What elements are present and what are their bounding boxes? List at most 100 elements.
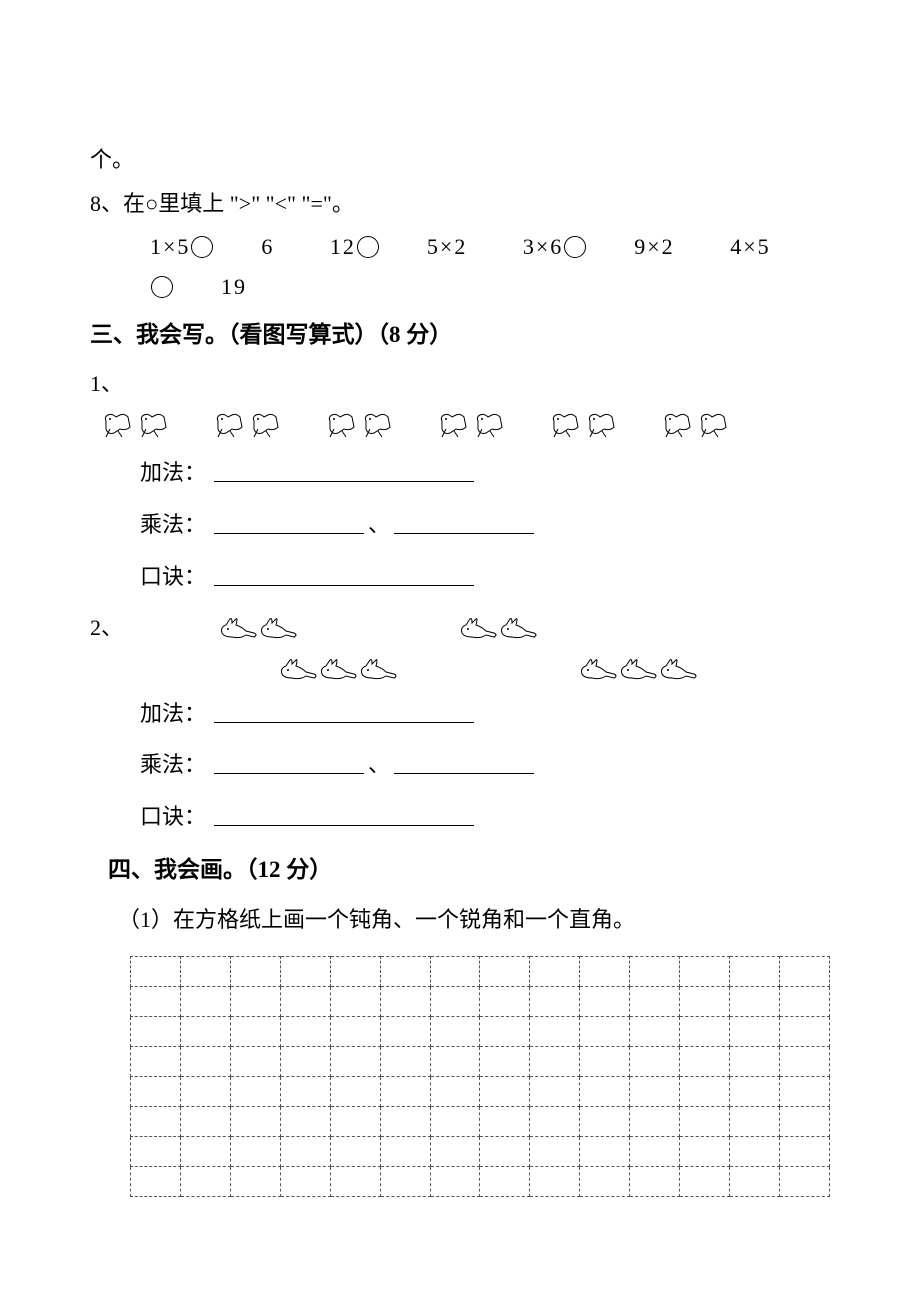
grid-cell [430, 1016, 480, 1046]
grid-cell [680, 1076, 730, 1106]
grid-cell [530, 986, 580, 1016]
grid-cell [131, 956, 181, 986]
grid-cell [180, 1046, 230, 1076]
bird-icon [100, 407, 136, 441]
grid-cell [380, 1016, 430, 1046]
grid-cell [180, 1136, 230, 1166]
grid-cell [680, 986, 730, 1016]
q1-bird-row [90, 407, 830, 441]
grid-cell [380, 1166, 430, 1196]
grid-cell [430, 1166, 480, 1196]
rabbit-icon [320, 656, 360, 682]
q2-multiplication-line: 乘法：、 [140, 745, 830, 785]
grid-cell [131, 1016, 181, 1046]
grid-cell [580, 956, 630, 986]
grid-cell [779, 1166, 829, 1196]
grid-cell [530, 1046, 580, 1076]
q8-item-1: 1×56 [150, 234, 274, 259]
grid-cell [779, 1046, 829, 1076]
grid-cell [730, 956, 780, 986]
addition-label: 加法： [140, 453, 210, 493]
grid-cell [630, 1106, 680, 1136]
grid-cell [430, 1136, 480, 1166]
q8-line: 8、在○里填上 ">" "<" "="。 [90, 184, 830, 224]
grid-cell [480, 1106, 530, 1136]
grid-cell [680, 956, 730, 986]
grid-cell [779, 1076, 829, 1106]
koujue-label: 口诀： [140, 557, 210, 597]
q2-rabbit-top [220, 615, 540, 641]
grid-cell [280, 1136, 330, 1166]
grid-table [130, 956, 830, 1197]
grid-cell [330, 1046, 380, 1076]
grid-cell [131, 1046, 181, 1076]
q1-koujue-line: 口诀： [140, 557, 830, 597]
q8-text: 在○里填上 ">" "<" "="。 [123, 191, 354, 216]
grid-cell [180, 1076, 230, 1106]
grid-cell [280, 1076, 330, 1106]
q8-number: 8、 [90, 191, 123, 216]
grid-cell [230, 1106, 280, 1136]
addition-label: 加法： [140, 694, 210, 734]
rabbit-group [580, 656, 700, 682]
grid-cell [779, 1136, 829, 1166]
grid-cell [730, 986, 780, 1016]
grid-cell [330, 1016, 380, 1046]
grid-cell [530, 1136, 580, 1166]
grid-cell [430, 956, 480, 986]
rabbit-icon [460, 615, 500, 641]
q2-row1: 2、 [90, 608, 830, 648]
grid-cell [480, 956, 530, 986]
grid-cell [730, 1136, 780, 1166]
grid-cell [330, 1076, 380, 1106]
grid-cell [630, 1136, 680, 1166]
grid-cell [280, 1016, 330, 1046]
q8-items-row: 1×56 125×2 3×69×2 4×519 [90, 227, 830, 306]
bird-icon [136, 407, 172, 441]
grid-cell [330, 956, 380, 986]
grid-cell [580, 1046, 630, 1076]
grid-cell [480, 1166, 530, 1196]
grid-cell [630, 986, 680, 1016]
grid-cell [680, 1136, 730, 1166]
grid-cell [280, 1166, 330, 1196]
rabbit-icon [620, 656, 660, 682]
grid-cell [380, 986, 430, 1016]
grid-cell [630, 1166, 680, 1196]
grid-cell [480, 1076, 530, 1106]
grid-cell [380, 1136, 430, 1166]
grid-cell [580, 1106, 630, 1136]
grid-cell [230, 1166, 280, 1196]
grid-cell [730, 1016, 780, 1046]
bird-icon [584, 407, 620, 441]
grid-cell [730, 1076, 780, 1106]
circle-icon [191, 236, 213, 258]
blank-line [214, 825, 474, 826]
grid-cell [630, 1046, 680, 1076]
grid-cell [280, 956, 330, 986]
grid-cell [131, 986, 181, 1016]
blank-line [214, 773, 364, 774]
grid-cell [530, 1076, 580, 1106]
q2-number: 2、 [90, 608, 220, 648]
fragment-text: 个。 [90, 140, 830, 180]
grid-cell [131, 1136, 181, 1166]
q1-answers: 加法： 乘法：、 口诀： [90, 453, 830, 596]
grid-cell [480, 986, 530, 1016]
grid-cell [630, 1016, 680, 1046]
rabbit-icon [220, 615, 260, 641]
rabbit-icon [660, 656, 700, 682]
grid-cell [180, 1106, 230, 1136]
circle-icon [564, 236, 586, 258]
grid-cell [430, 1076, 480, 1106]
grid-cell [730, 1166, 780, 1196]
multiplication-label: 乘法： [140, 745, 210, 785]
grid-cell [480, 1016, 530, 1046]
q2-answers: 加法： 乘法：、 口诀： [90, 694, 830, 837]
grid-cell [580, 1016, 630, 1046]
q2-koujue-line: 口诀： [140, 797, 830, 837]
rabbit-group [460, 615, 540, 641]
grid-cell [131, 1106, 181, 1136]
blank-line [214, 481, 474, 482]
bird-icon [248, 407, 284, 441]
